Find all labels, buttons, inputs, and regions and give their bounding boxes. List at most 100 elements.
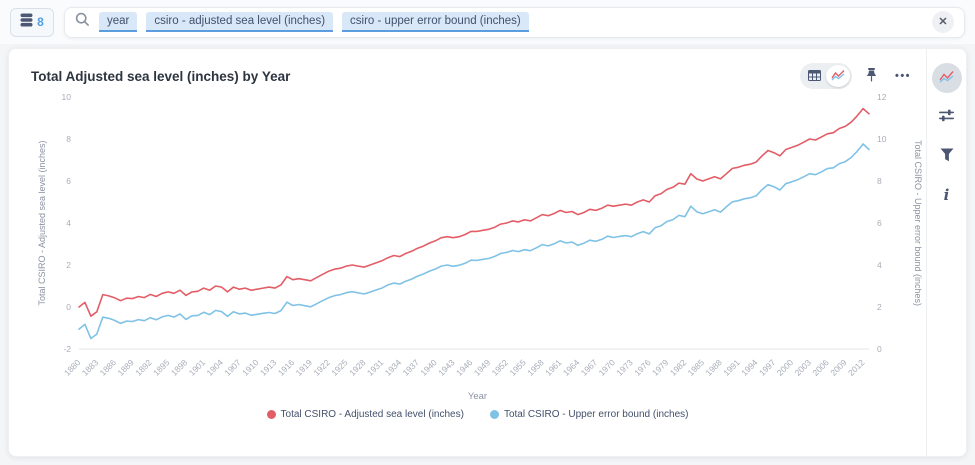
x-axis-tick: 1955 xyxy=(507,357,528,378)
x-axis-tick: 1937 xyxy=(401,357,422,378)
left-axis-tick: 0 xyxy=(66,302,71,312)
legend-dot xyxy=(267,410,276,419)
pin-button[interactable] xyxy=(858,63,884,89)
page-title: Total Adjusted sea level (inches) by Yea… xyxy=(31,69,290,84)
chart: 1086420-21210864201880188318861889189218… xyxy=(31,91,931,420)
x-axis-title: Year xyxy=(31,391,924,402)
mini-chart-icon xyxy=(939,70,954,86)
right-axis-tick: 8 xyxy=(877,176,882,186)
funnel-icon xyxy=(940,148,954,165)
x-axis-tick: 1916 xyxy=(276,357,297,378)
right-axis-tick: 10 xyxy=(877,134,887,144)
x-axis-tick: 2006 xyxy=(810,357,831,378)
x-axis-tick: 1883 xyxy=(80,357,101,378)
x-axis-tick: 1976 xyxy=(632,357,653,378)
visualization-button[interactable] xyxy=(932,63,962,93)
legend-label: Total CSIRO - Adjusted sea level (inches… xyxy=(281,409,464,420)
question-card: Total Adjusted sea level (inches) by Yea… xyxy=(8,48,967,457)
x-axis-tick: 1979 xyxy=(650,357,671,378)
legend-dot xyxy=(490,410,499,419)
x-axis-tick: 1895 xyxy=(151,357,172,378)
more-options-button[interactable]: ••• xyxy=(890,63,916,89)
right-axis-tick: 0 xyxy=(877,344,882,354)
x-axis-tick: 1964 xyxy=(561,357,582,378)
x-axis-tick: 1967 xyxy=(579,357,600,378)
sliders-icon xyxy=(939,109,954,125)
left-axis-label: Total CSIRO - Adjusted sea level (inches… xyxy=(37,140,47,305)
chart-legend: Total CSIRO - Adjusted sea level (inches… xyxy=(31,409,924,420)
right-axis-tick: 12 xyxy=(877,92,887,102)
settings-button[interactable] xyxy=(932,102,962,132)
settings-rail: i xyxy=(926,49,966,456)
x-axis-tick: 1910 xyxy=(240,357,261,378)
x-axis-tick: 1922 xyxy=(311,357,332,378)
pin-icon xyxy=(865,68,878,85)
left-axis-tick: 6 xyxy=(66,176,71,186)
search-bar[interactable]: year csiro - adjusted sea level (inches) c… xyxy=(64,7,965,38)
x-axis-tick: 1880 xyxy=(62,357,83,378)
x-axis-tick: 1904 xyxy=(205,357,226,378)
x-axis-tick: 1913 xyxy=(258,357,279,378)
x-axis-tick: 1934 xyxy=(383,357,404,378)
left-axis-tick: -2 xyxy=(63,344,71,354)
info-icon: i xyxy=(944,186,950,204)
ellipsis-icon: ••• xyxy=(895,70,911,82)
right-axis-tick: 6 xyxy=(877,218,882,228)
search-tag[interactable]: csiro - adjusted sea level (inches) xyxy=(146,12,333,33)
search-icon xyxy=(75,12,90,32)
x-axis-tick: 1949 xyxy=(472,357,493,378)
right-axis-label: Total CSIRO - Upper error bound (inches) xyxy=(913,140,923,306)
x-axis-tick: 1907 xyxy=(222,357,243,378)
left-axis-tick: 2 xyxy=(66,260,71,270)
x-axis-tick: 1970 xyxy=(597,357,618,378)
card-main: Total Adjusted sea level (inches) by Yea… xyxy=(9,49,926,456)
x-axis-tick: 1901 xyxy=(187,357,208,378)
top-bar: 8 year csiro - adjusted sea level (inches… xyxy=(0,0,975,44)
series-line-0[interactable] xyxy=(79,109,869,317)
info-button[interactable]: i xyxy=(932,180,962,210)
x-axis-tick: 1928 xyxy=(347,357,368,378)
x-axis-tick: 1943 xyxy=(436,357,457,378)
x-axis-tick: 1958 xyxy=(525,357,546,378)
x-axis-tick: 1985 xyxy=(686,357,707,378)
right-axis-tick: 2 xyxy=(877,302,882,312)
x-axis-tick: 1898 xyxy=(169,357,190,378)
x-axis-tick: 2000 xyxy=(775,357,796,378)
x-axis-tick: 1961 xyxy=(543,357,564,378)
x-axis-tick: 1952 xyxy=(490,357,511,378)
left-axis-tick: 4 xyxy=(66,218,71,228)
x-axis-tick: 2012 xyxy=(846,357,867,378)
table-icon xyxy=(808,69,821,84)
x-axis-tick: 1946 xyxy=(454,357,475,378)
table-view-button[interactable] xyxy=(802,65,826,87)
x-axis-tick: 1982 xyxy=(668,357,689,378)
x-axis-tick: 1889 xyxy=(115,357,136,378)
database-button[interactable]: 8 xyxy=(10,8,54,37)
x-axis-tick: 1919 xyxy=(294,357,315,378)
x-axis-tick: 1925 xyxy=(329,357,350,378)
x-axis-tick: 1886 xyxy=(98,357,119,378)
x-axis-tick: 1997 xyxy=(757,357,778,378)
search-tag[interactable]: year xyxy=(99,12,137,33)
left-axis-tick: 10 xyxy=(62,92,72,102)
legend-label: Total CSIRO - Upper error bound (inches) xyxy=(504,409,689,420)
search-tags: year csiro - adjusted sea level (inches) c… xyxy=(99,12,529,33)
legend-item[interactable]: Total CSIRO - Adjusted sea level (inches… xyxy=(267,409,464,420)
card-toolbar: ••• xyxy=(800,63,916,89)
x-axis-tick: 1994 xyxy=(739,357,760,378)
x-axis-tick: 1991 xyxy=(721,357,742,378)
x-axis-tick: 1988 xyxy=(703,357,724,378)
x-axis-tick: 1931 xyxy=(365,357,386,378)
left-axis-tick: 8 xyxy=(66,134,71,144)
x-axis-tick: 2003 xyxy=(793,357,814,378)
x-axis-tick: 1940 xyxy=(418,357,439,378)
close-icon[interactable]: ✕ xyxy=(932,11,954,33)
series-line-1[interactable] xyxy=(79,144,869,339)
line-chart-icon xyxy=(831,69,845,84)
x-axis-tick: 2009 xyxy=(828,357,849,378)
search-tag[interactable]: csiro - upper error bound (inches) xyxy=(342,12,529,33)
filter-button[interactable] xyxy=(932,141,962,171)
database-icon xyxy=(20,13,33,31)
chart-view-button[interactable] xyxy=(826,65,850,87)
legend-item[interactable]: Total CSIRO - Upper error bound (inches) xyxy=(490,409,689,420)
